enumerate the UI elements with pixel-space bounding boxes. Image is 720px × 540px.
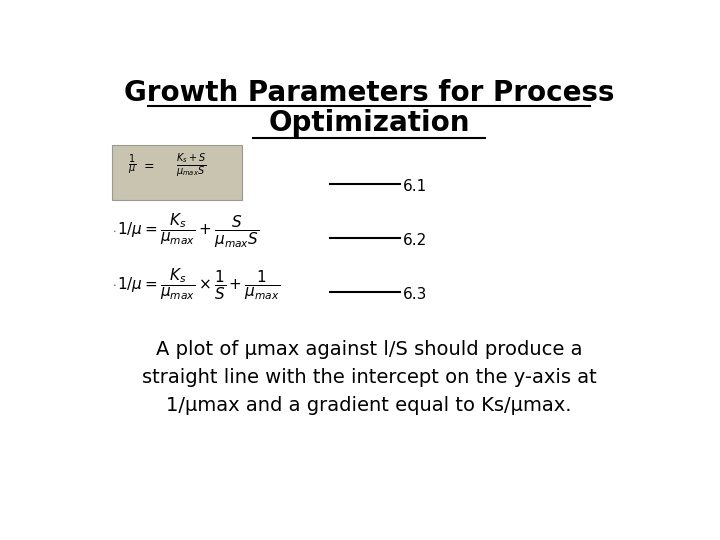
Text: $\cdot$: $\cdot$ xyxy=(112,279,116,289)
Text: $1/\mu = \dfrac{K_s}{\mu_{max}}+\dfrac{S}{\mu_{max}S}$: $1/\mu = \dfrac{K_s}{\mu_{max}}+\dfrac{S… xyxy=(117,211,259,249)
Text: 6.2: 6.2 xyxy=(403,233,428,248)
Text: $\cdot$: $\cdot$ xyxy=(112,225,116,235)
Text: 6.3: 6.3 xyxy=(403,287,428,302)
Text: $1/\mu = \dfrac{K_s}{\mu_{max}}\times\dfrac{1}{S}+\dfrac{1}{\mu_{max}}$: $1/\mu = \dfrac{K_s}{\mu_{max}}\times\df… xyxy=(117,267,280,302)
Text: 6.1: 6.1 xyxy=(403,179,428,194)
Text: $\frac{K_s+S}{\mu_{max}S}$: $\frac{K_s+S}{\mu_{max}S}$ xyxy=(176,151,206,179)
Text: $\frac{1}{\mu}$: $\frac{1}{\mu}$ xyxy=(128,152,137,177)
Text: Growth Parameters for Process: Growth Parameters for Process xyxy=(124,79,614,107)
Text: A plot of μmax against l/S should produce a
straight line with the intercept on : A plot of μmax against l/S should produc… xyxy=(142,340,596,415)
FancyBboxPatch shape xyxy=(112,145,242,200)
Text: Optimization: Optimization xyxy=(269,110,469,138)
Text: $=$: $=$ xyxy=(141,158,155,171)
